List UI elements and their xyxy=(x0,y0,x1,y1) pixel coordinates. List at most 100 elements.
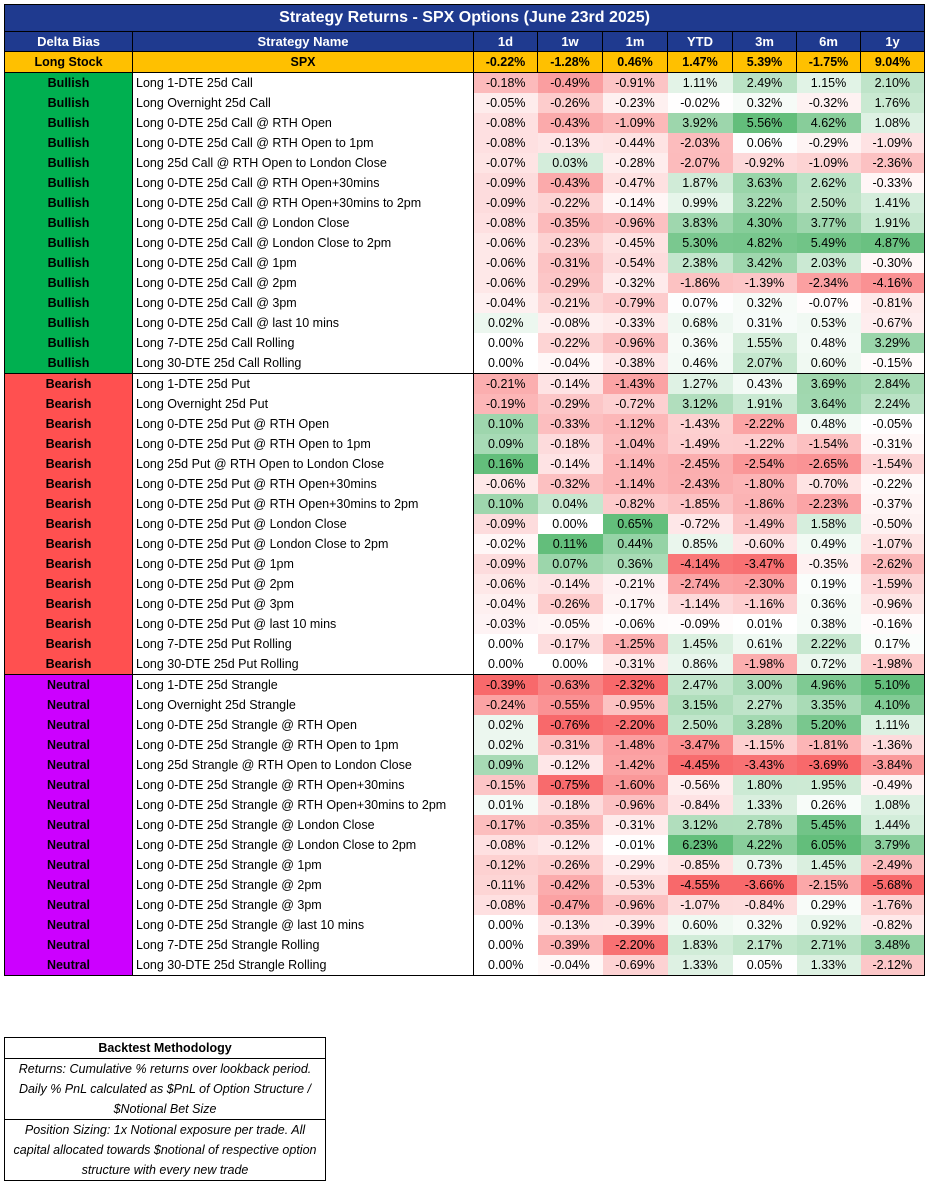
delta-bias-cell: Bearish xyxy=(4,434,133,454)
return-value-cell: -0.31% xyxy=(537,735,603,755)
return-value-cell: -1.15% xyxy=(732,735,797,755)
table-row: Bearish Long 7-DTE 25d Put Rolling 0.00% -0… xyxy=(4,634,926,654)
return-value-cell: -0.16% xyxy=(860,614,926,634)
return-value-cell: 0.00% xyxy=(537,654,603,675)
table-row: Bullish Long 0-DTE 25d Call @ RTH Open+30… xyxy=(4,173,926,193)
return-value-cell: -1.07% xyxy=(860,534,926,554)
return-value-cell: -0.05% xyxy=(473,93,538,113)
return-value-cell: 0.46% xyxy=(667,353,733,374)
return-value-cell: -0.26% xyxy=(537,594,603,614)
return-value-cell: 0.16% xyxy=(473,454,538,474)
return-value-cell: 3.79% xyxy=(860,835,926,855)
return-value-cell: 1.58% xyxy=(796,514,861,534)
return-value-cell: 3.69% xyxy=(796,373,861,394)
return-value-cell: 0.29% xyxy=(796,895,861,915)
return-value-cell: -1.59% xyxy=(860,574,926,594)
return-value-cell: -3.84% xyxy=(860,755,926,775)
strategy-name-cell: Long 0-DTE 25d Put @ RTH Open+30mins to … xyxy=(132,494,474,514)
return-value-cell: 0.00% xyxy=(473,935,538,955)
return-value-cell: 2.03% xyxy=(796,253,861,273)
delta-bias-cell: Neutral xyxy=(4,875,133,895)
return-value-cell: -1.14% xyxy=(602,474,668,494)
return-value-cell: 1.95% xyxy=(796,775,861,795)
return-value-cell: -0.02% xyxy=(473,534,538,554)
header-row: Delta Bias Strategy Name 1d 1w 1m YTD 3m… xyxy=(4,31,926,52)
return-value-cell: 0.36% xyxy=(667,333,733,353)
return-value-cell: -3.43% xyxy=(732,755,797,775)
return-value-cell: 0.49% xyxy=(796,534,861,554)
return-value-cell: -0.31% xyxy=(602,815,668,835)
return-value-cell: -0.09% xyxy=(667,614,733,634)
return-value-cell: 1.27% xyxy=(667,373,733,394)
return-value-cell: -0.35% xyxy=(796,554,861,574)
return-value-cell: -0.60% xyxy=(732,534,797,554)
return-value-cell: 0.07% xyxy=(537,554,603,574)
return-value-cell: 1.33% xyxy=(667,955,733,976)
return-value-cell: -2.36% xyxy=(860,153,926,173)
return-value-cell: -0.23% xyxy=(537,233,603,253)
return-value-cell: 0.73% xyxy=(732,855,797,875)
return-value-cell: -0.96% xyxy=(602,333,668,353)
return-value-cell: 2.38% xyxy=(667,253,733,273)
delta-bias-cell: Bullish xyxy=(4,353,133,374)
table-row: Neutral Long 0-DTE 25d Strangle @ RTH Ope… xyxy=(4,715,926,735)
return-value-cell: 1.33% xyxy=(732,795,797,815)
methodology-box: Backtest Methodology Returns: Cumulative… xyxy=(4,1037,326,1181)
return-value-cell: 3.12% xyxy=(667,815,733,835)
table-row: Neutral Long 0-DTE 25d Strangle @ 1pm -0.1… xyxy=(4,855,926,875)
return-value-cell: -1.43% xyxy=(602,373,668,394)
return-value-cell: 0.10% xyxy=(473,494,538,514)
strategy-name-cell: Long 25d Strangle @ RTH Open to London C… xyxy=(132,755,474,775)
return-value-cell: -2.43% xyxy=(667,474,733,494)
delta-bias-cell: Bullish xyxy=(4,213,133,233)
return-value-cell: -1.09% xyxy=(860,133,926,153)
return-value-cell: -0.03% xyxy=(473,614,538,634)
return-value-cell: -1.43% xyxy=(667,414,733,434)
return-value-cell: 4.22% xyxy=(732,835,797,855)
return-value-cell: -1.85% xyxy=(667,494,733,514)
return-value-cell: -1.39% xyxy=(732,273,797,293)
strategy-name-cell: Long 1-DTE 25d Put xyxy=(132,373,474,394)
return-value-cell: -0.92% xyxy=(732,153,797,173)
return-value-cell: -3.47% xyxy=(667,735,733,755)
delta-bias-cell: Neutral xyxy=(4,715,133,735)
return-value-cell: -0.70% xyxy=(796,474,861,494)
return-value-cell: -2.62% xyxy=(860,554,926,574)
return-value-cell: 1.44% xyxy=(860,815,926,835)
return-value-cell: 2.62% xyxy=(796,173,861,193)
table-row: Bearish Long 0-DTE 25d Put @ RTH Open+30m… xyxy=(4,494,926,514)
return-value-cell: 0.43% xyxy=(732,373,797,394)
return-value-cell: 3.77% xyxy=(796,213,861,233)
header-delta-bias: Delta Bias xyxy=(4,31,133,52)
return-value-cell: -1.98% xyxy=(860,654,926,675)
return-value-cell: 1.15% xyxy=(796,72,861,93)
return-value-cell: -1.25% xyxy=(602,634,668,654)
return-value-cell: -0.22% xyxy=(537,333,603,353)
return-value-cell: 0.48% xyxy=(796,414,861,434)
return-value-cell: -0.14% xyxy=(602,193,668,213)
table-row: Bearish Long 0-DTE 25d Put @ last 10 mins… xyxy=(4,614,926,634)
table-row: Bearish Long 1-DTE 25d Put -0.21% -0.14% -1.… xyxy=(4,373,926,394)
return-value-cell: 5.10% xyxy=(860,674,926,695)
return-value-cell: 0.10% xyxy=(473,414,538,434)
return-value-cell: 1.76% xyxy=(860,93,926,113)
spx-name-cell: SPX xyxy=(132,51,474,73)
return-value-cell: 0.68% xyxy=(667,313,733,333)
return-value-cell: -3.66% xyxy=(732,875,797,895)
strategy-name-cell: Long 0-DTE 25d Put @ 2pm xyxy=(132,574,474,594)
return-value-cell: -0.72% xyxy=(602,394,668,414)
return-value-cell: -2.07% xyxy=(667,153,733,173)
return-value-cell: -1.81% xyxy=(796,735,861,755)
return-value-cell: -0.69% xyxy=(602,955,668,976)
table-row: Bullish Long 0-DTE 25d Call @ London Clos… xyxy=(4,233,926,253)
strategy-name-cell: Long 0-DTE 25d Strangle @ 1pm xyxy=(132,855,474,875)
table-row: Bearish Long 0-DTE 25d Put @ 2pm -0.06% -0.… xyxy=(4,574,926,594)
return-value-cell: -1.04% xyxy=(602,434,668,454)
delta-bias-cell: Bullish xyxy=(4,253,133,273)
return-value-cell: -0.08% xyxy=(473,213,538,233)
return-value-cell: -0.26% xyxy=(537,93,603,113)
delta-bias-cell: Bullish xyxy=(4,133,133,153)
strategy-name-cell: Long 0-DTE 25d Strangle @ RTH Open+30min… xyxy=(132,795,474,815)
return-value-cell: -0.09% xyxy=(473,514,538,534)
table-row: Bullish Long 0-DTE 25d Call @ 3pm -0.04% -0… xyxy=(4,293,926,313)
